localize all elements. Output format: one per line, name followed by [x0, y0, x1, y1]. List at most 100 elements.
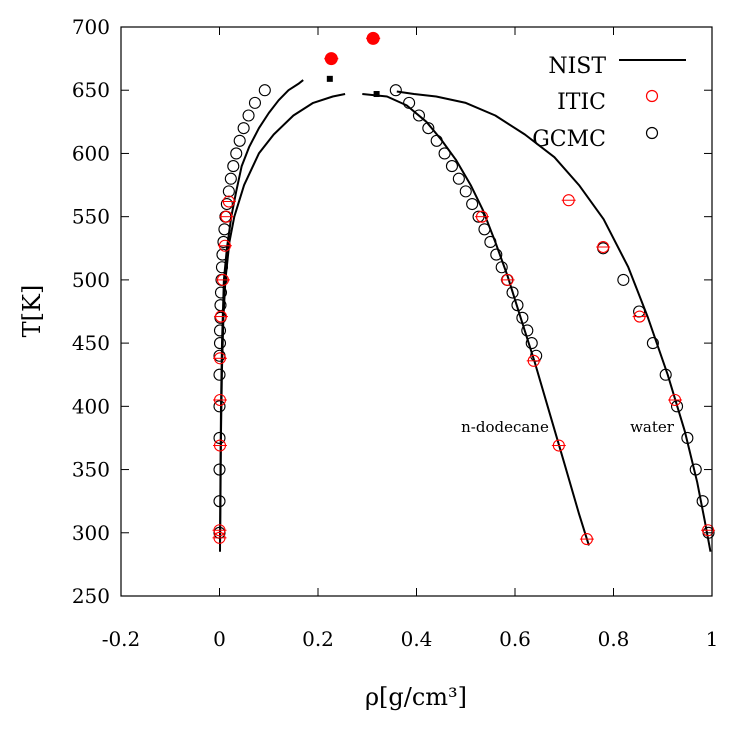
nist-curves: [219, 79, 712, 552]
y-tick-label: 550: [72, 205, 110, 229]
y-tick-label: 250: [72, 584, 110, 608]
annotation-water: water: [630, 418, 675, 436]
y-tick-label: 600: [72, 141, 110, 165]
gcmc-point: [213, 400, 226, 413]
itic-point: [527, 354, 540, 367]
gcmc-point: [216, 248, 229, 261]
gcmc-point: [214, 286, 228, 299]
itic-point: [702, 524, 715, 537]
itic-critical-point: [324, 52, 338, 66]
axis-ticks: -0.2 0 0.2 0.4 0.6 0.8 1 250 300 350 400 450 500 550 6…: [72, 15, 719, 651]
itic-series: [212, 31, 716, 546]
gcmc-point: [215, 261, 229, 274]
x-tick-label: 1: [706, 627, 719, 651]
gcmc-point: [213, 368, 226, 381]
gcmc-point: [213, 337, 227, 350]
nist-curve: [362, 93, 590, 546]
gcmc-point: [412, 109, 426, 122]
legend-label-itic: ITIC: [557, 90, 606, 115]
gcmc-point: [422, 122, 435, 135]
gcmc-critical-point: [326, 75, 333, 82]
annotation-n-dodecane: n-dodecane: [461, 418, 549, 436]
gcmc-series: [213, 75, 715, 539]
gcmc-point: [516, 311, 529, 324]
nist-curve: [396, 90, 712, 552]
itic-point: [218, 239, 231, 252]
itic-point: [222, 195, 235, 208]
gcmc-point: [213, 324, 227, 337]
y-tick-label: 350: [72, 458, 110, 482]
legend-marker-gcmc: [645, 126, 659, 140]
gcmc-point: [659, 368, 672, 381]
gcmc-point: [258, 84, 271, 97]
gcmc-point: [224, 172, 237, 185]
gcmc-point: [222, 185, 235, 198]
y-tick-label: 700: [72, 15, 110, 39]
gcmc-point: [403, 96, 416, 109]
nist-curve: [219, 93, 346, 546]
itic-point: [216, 273, 229, 286]
gcmc-critical-point: [373, 91, 380, 98]
gcmc-point: [233, 134, 246, 147]
legend-label-gcmc: GCMC: [532, 127, 606, 152]
gcmc-point: [452, 172, 465, 185]
itic-point: [213, 531, 226, 544]
legend-marker-itic: [645, 89, 659, 103]
gcmc-point: [490, 248, 503, 261]
gcmc-point: [248, 96, 262, 109]
x-tick-label: 0: [213, 627, 226, 651]
x-tick-label: 0.4: [401, 627, 433, 651]
legend: NIST ITIC GCMC: [532, 54, 686, 152]
gcmc-point: [617, 273, 630, 286]
itic-point: [597, 240, 610, 254]
y-tick-label: 650: [72, 78, 110, 102]
gcmc-point: [670, 400, 684, 413]
gcmc-point: [681, 431, 694, 444]
gcmc-point: [495, 261, 508, 274]
itic-point: [213, 439, 227, 452]
gcmc-point: [445, 160, 459, 173]
gcmc-point: [227, 160, 240, 173]
itic-point: [220, 210, 233, 223]
gcmc-point: [506, 286, 519, 299]
y-axis-label: T[K]: [18, 285, 46, 338]
gcmc-point: [438, 147, 451, 160]
itic-point: [214, 310, 228, 323]
x-tick-label: -0.2: [102, 627, 141, 651]
gcmc-point: [511, 299, 524, 312]
itic-point: [580, 533, 593, 546]
legend-label-nist: NIST: [548, 54, 606, 79]
gcmc-point: [213, 495, 226, 508]
gcmc-point: [213, 463, 226, 476]
gcmc-point: [242, 109, 255, 122]
gcmc-point: [220, 197, 233, 211]
gcmc-point: [389, 84, 402, 97]
x-tick-label: 0.2: [302, 627, 334, 651]
gcmc-point: [521, 324, 534, 337]
y-tick-label: 400: [72, 394, 110, 418]
gcmc-point: [213, 431, 226, 444]
itic-point: [633, 310, 646, 323]
y-tick-label: 450: [72, 331, 110, 355]
gcmc-point: [696, 495, 709, 508]
gcmc-point: [466, 197, 479, 211]
x-tick-label: 0.8: [598, 627, 630, 651]
itic-point: [213, 352, 227, 365]
itic-critical-point: [366, 31, 380, 45]
gcmc-point: [459, 185, 472, 198]
x-axis-label: ρ[g/cm³]: [365, 683, 467, 711]
gcmc-point: [689, 463, 702, 476]
itic-point: [475, 210, 489, 223]
gcmc-point: [646, 337, 659, 350]
gcmc-point: [484, 235, 497, 249]
itic-point: [552, 439, 565, 452]
x-tick-label: 0.6: [499, 627, 531, 651]
gcmc-point: [230, 147, 243, 160]
itic-point: [562, 194, 575, 207]
y-tick-label: 300: [72, 521, 110, 545]
y-tick-label: 500: [72, 268, 110, 292]
itic-point: [669, 393, 682, 407]
itic-point: [213, 524, 226, 537]
gcmc-point: [478, 223, 491, 236]
